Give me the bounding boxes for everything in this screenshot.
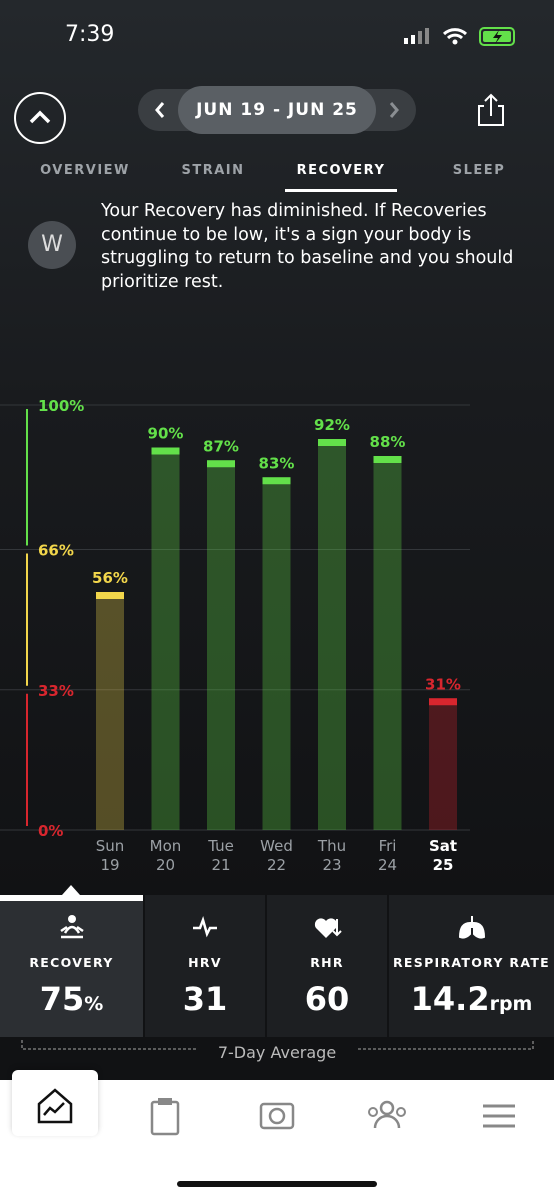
bar-cap: [151, 447, 180, 455]
metric-number: 75: [39, 980, 85, 1018]
metric-value: 60: [267, 980, 387, 1018]
metric-unit: rpm: [489, 993, 533, 1015]
metric-label: RHR: [310, 955, 344, 970]
bar-cap: [318, 439, 346, 446]
metric-card[interactable]: RECOVERY 75%: [0, 895, 143, 1037]
metric-number: 31: [182, 980, 228, 1018]
value-label: 31%: [425, 675, 461, 693]
tab[interactable]: RECOVERY: [296, 163, 386, 178]
value-label: 88%: [370, 433, 406, 451]
tab-underline: [285, 189, 397, 192]
metric-label: HRV: [188, 955, 222, 970]
tab[interactable]: STRAIN: [181, 163, 245, 178]
bar-cap: [262, 477, 291, 485]
bar: [151, 447, 180, 830]
insight-message: Your Recovery has diminished. If Recover…: [101, 201, 514, 292]
clock: 7:39: [65, 22, 115, 47]
x-tick-date: 22: [267, 856, 286, 874]
value-label: 83%: [259, 454, 295, 472]
x-tick-label: Tue: [207, 837, 234, 855]
value-label: 92%: [314, 416, 350, 434]
bar: [318, 439, 346, 830]
home-indicator: [177, 1181, 377, 1187]
x-tick-date: 23: [322, 856, 341, 874]
metric-card[interactable]: RHR 60: [267, 895, 387, 1037]
metric-value: 14.2rpm: [389, 980, 554, 1018]
bar: [429, 698, 457, 830]
x-tick-label: Fri: [379, 837, 397, 855]
date-range[interactable]: JUN 19 - JUN 25: [178, 86, 376, 134]
collapse-button[interactable]: [14, 92, 66, 144]
x-tick-label: Thu: [317, 837, 346, 855]
y-tick-label: 33%: [38, 682, 74, 700]
bar-cap: [429, 698, 457, 706]
bar-cap: [207, 460, 235, 468]
metric-icon: [312, 913, 342, 947]
metric-card[interactable]: HRV 31: [145, 895, 265, 1037]
selected-indicator: [0, 895, 143, 901]
bar-cap: [373, 456, 402, 463]
bar: [262, 477, 291, 830]
metric-number: 14.2: [410, 980, 490, 1018]
home-tab[interactable]: [12, 1070, 98, 1136]
y-tick-label: 66%: [38, 542, 74, 560]
nav-icons[interactable]: [130, 1090, 530, 1140]
x-tick-date: 25: [433, 856, 454, 874]
tab[interactable]: OVERVIEW: [40, 163, 130, 178]
whoop-logo: W: [28, 221, 76, 269]
x-tick-label: Mon: [150, 837, 182, 855]
metric-card[interactable]: RESPIRATORY RATE 14.2rpm: [389, 895, 554, 1037]
y-tick-label: 100%: [38, 397, 84, 415]
x-tick-date: 20: [156, 856, 175, 874]
x-tick-label: Sat: [429, 837, 457, 855]
average-label: 7-Day Average: [217, 1043, 337, 1062]
metric-label: RECOVERY: [29, 955, 114, 970]
tab[interactable]: SLEEP: [452, 163, 506, 178]
metric-number: 60: [304, 980, 350, 1018]
x-tick-date: 19: [100, 856, 119, 874]
date-arrows[interactable]: [150, 98, 410, 122]
value-label: 87%: [203, 437, 239, 455]
metric-value: 75%: [0, 980, 143, 1018]
x-tick-date: 21: [211, 856, 230, 874]
metric-icon: [457, 913, 487, 947]
metric-icon: [57, 913, 87, 947]
bar: [207, 460, 235, 830]
value-label: 90%: [148, 425, 184, 443]
bar: [96, 592, 124, 830]
x-tick-date: 24: [378, 856, 397, 874]
selected-pointer: [62, 885, 80, 895]
status-icons: [404, 27, 515, 46]
share-button[interactable]: [476, 92, 506, 128]
bar: [373, 456, 402, 830]
x-tick-label: Wed: [260, 837, 293, 855]
bar-cap: [96, 592, 124, 599]
metric-unit: %: [84, 993, 104, 1015]
value-label: 56%: [92, 569, 128, 587]
average-bracket: [21, 1040, 534, 1050]
x-tick-label: Sun: [96, 837, 125, 855]
metric-label: RESPIRATORY RATE: [393, 955, 550, 970]
y-tick-label: 0%: [38, 822, 63, 840]
metric-value: 31: [145, 980, 265, 1018]
metric-icon: [190, 913, 220, 947]
